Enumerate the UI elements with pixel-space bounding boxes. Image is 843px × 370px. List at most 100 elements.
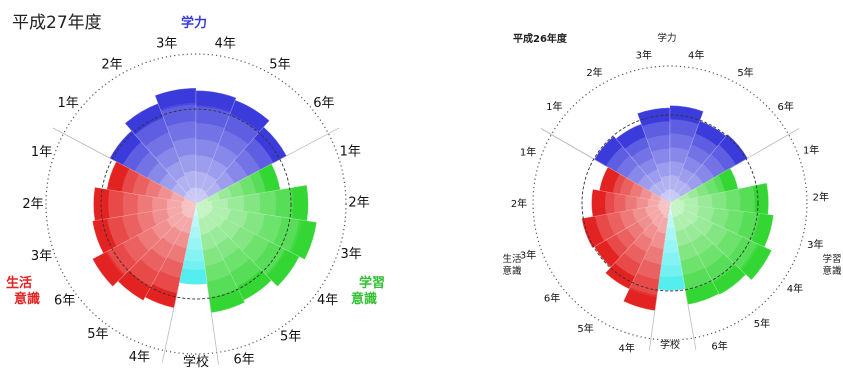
- grade-label: 1年: [546, 100, 562, 113]
- bar-band: [196, 193, 209, 204]
- grade-label: 6年: [777, 100, 793, 113]
- bar-band: [196, 198, 209, 204]
- bar-cap: [109, 130, 142, 166]
- bar-band: [659, 203, 670, 213]
- bar-segment: [669, 167, 739, 204]
- category-label-gakko: 学校: [183, 354, 209, 370]
- bar-segment: [615, 123, 671, 204]
- bar-segment: [581, 202, 671, 249]
- outer-dotted-ring: [45, 53, 347, 355]
- bar-segment: [195, 90, 237, 205]
- grade-label: 6年: [544, 291, 560, 304]
- bar-segment: [92, 203, 197, 254]
- bar-segment: [591, 189, 671, 217]
- bar-segment: [195, 126, 287, 205]
- bar-band: [670, 203, 685, 214]
- bar-segment: [669, 182, 769, 215]
- bar-cap: [741, 244, 772, 280]
- grade-label: 5年: [269, 57, 290, 72]
- chart-title: 平成27年度: [12, 13, 102, 33]
- bar-cap: [196, 90, 237, 112]
- bar-band: [670, 197, 699, 207]
- category-label-gakuryoku: 学力: [181, 15, 207, 31]
- bar-segment: [599, 166, 671, 204]
- bar-segment: [637, 107, 671, 204]
- grade-label: 1年: [31, 145, 52, 160]
- grade-label: 3年: [520, 249, 536, 262]
- bar-segment: [154, 87, 197, 205]
- bar-segment: [669, 202, 720, 305]
- grade-label: 5年: [577, 322, 593, 335]
- bar-band: [663, 203, 670, 219]
- bar-cap: [179, 268, 208, 285]
- bar-segment: [195, 203, 300, 287]
- bar-band: [196, 187, 202, 204]
- grade-label: 2年: [586, 66, 602, 79]
- category-label-gakushu-line2: 意識: [822, 265, 842, 277]
- bar-cap: [599, 167, 620, 193]
- bar-band: [181, 204, 196, 212]
- bar-band: [193, 204, 198, 216]
- bar-cap: [106, 161, 130, 192]
- bar-cap: [92, 252, 124, 287]
- bar-segment: [195, 99, 270, 205]
- bar-band: [659, 197, 670, 203]
- chart-right-h26: 平成26年度 1年 2年 3年 4年 5年 6年 1年 2年 3年 4年 5年 6年 4年 5年 6年 3年 2…: [502, 32, 842, 355]
- bar-cap: [713, 265, 746, 295]
- grade-label: 5年: [754, 317, 770, 330]
- grade-label: 1年: [803, 143, 819, 156]
- grade-label: 2年: [22, 197, 43, 212]
- bar-cap: [616, 124, 646, 149]
- bar-band: [183, 193, 196, 204]
- bar-band: [185, 189, 196, 204]
- bar-segment: [144, 203, 197, 309]
- grade-label: 4年: [787, 282, 803, 295]
- bar-cap: [594, 239, 620, 268]
- grade-label: 4年: [215, 37, 236, 52]
- bar-cap: [695, 120, 727, 147]
- category-label-gakushu-line1: 学習: [359, 275, 385, 291]
- bar-band: [670, 189, 675, 203]
- bar-band: [670, 198, 680, 203]
- bar-band: [670, 200, 685, 205]
- bar-segment: [623, 202, 671, 311]
- bar-cap: [230, 100, 270, 132]
- bar-cap: [718, 168, 739, 192]
- grade-label: 4年: [688, 48, 704, 61]
- grade-label: 4年: [129, 350, 150, 365]
- bar-band: [670, 203, 685, 210]
- bar-cap: [267, 249, 300, 287]
- outer-dotted-ring: [532, 65, 808, 341]
- bar-segment: [92, 203, 197, 287]
- bar-band: [196, 204, 203, 220]
- bar-band: [181, 201, 196, 207]
- bar-cap: [209, 289, 245, 313]
- bar-segment: [93, 187, 197, 221]
- bar-segment: [124, 103, 197, 205]
- grade-label: 3年: [636, 48, 652, 61]
- bar-band: [183, 197, 196, 204]
- bar-band: [659, 193, 670, 203]
- bar-segment: [669, 202, 747, 296]
- grade-label: 3年: [341, 247, 362, 262]
- bar-cap: [291, 220, 317, 260]
- bar-band: [196, 204, 211, 216]
- grade-label: 3年: [156, 37, 177, 52]
- bar-cap: [292, 185, 309, 221]
- bar-segment: [593, 202, 671, 268]
- category-label-gakushu-line2: 意識: [351, 291, 377, 307]
- category-label-gakko: 学校: [660, 338, 680, 351]
- bar-band: [665, 189, 670, 203]
- category-label-seikatsu-line1: 生活: [502, 253, 522, 265]
- bar-segment: [117, 203, 197, 301]
- grade-label: 2年: [813, 190, 829, 203]
- grade-label: 4年: [619, 342, 635, 355]
- bar-segment: [106, 161, 197, 205]
- bar-cap: [591, 189, 607, 217]
- bar-band: [196, 204, 207, 218]
- bar-segment: [669, 202, 774, 248]
- bar-segment: [109, 130, 197, 205]
- bar-cap: [117, 270, 151, 301]
- bar-band: [196, 201, 213, 207]
